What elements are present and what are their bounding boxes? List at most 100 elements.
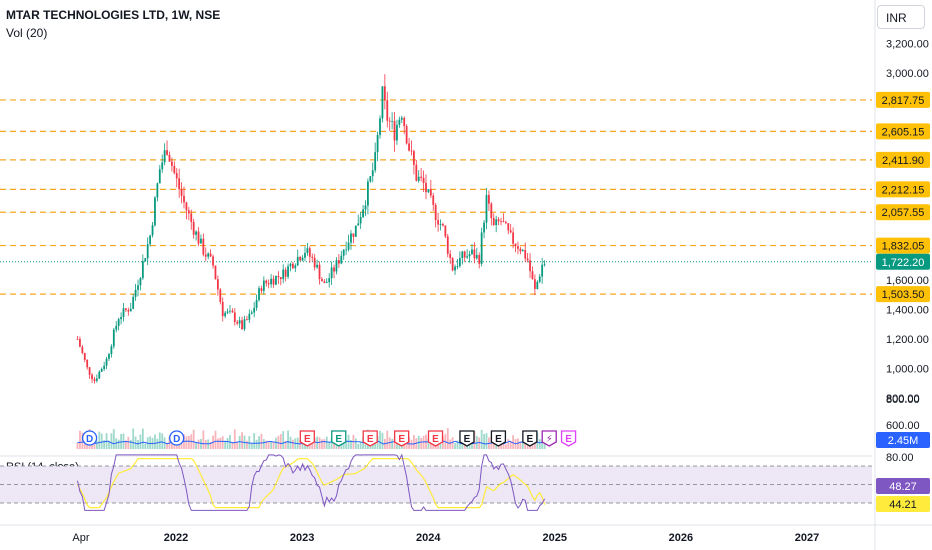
candle-body — [393, 120, 396, 141]
candle-body — [231, 310, 234, 313]
rsi-line — [77, 453, 546, 511]
earnings-marker — [522, 430, 538, 447]
candles — [76, 74, 546, 384]
event-markers[interactable]: D D E E E E E E E E ⚡ E — [81, 430, 577, 447]
volume-bar — [454, 443, 456, 449]
candle-body — [357, 223, 360, 226]
volume-bar — [328, 442, 331, 449]
candle-body — [306, 248, 309, 253]
candle-body — [93, 379, 96, 381]
candle-body — [282, 269, 285, 280]
volume-bar — [480, 429, 483, 449]
candle-body — [272, 278, 275, 285]
candle-body — [410, 150, 413, 152]
currency-button[interactable]: INR — [877, 5, 925, 29]
candle-body — [289, 263, 292, 267]
level-badge — [876, 286, 930, 303]
candle-body — [129, 308, 132, 312]
volume-bar — [342, 439, 345, 449]
candle-body — [495, 219, 498, 226]
level-badge-label: 2,057.55 — [882, 207, 925, 219]
candle-body — [451, 258, 454, 271]
candle-body — [95, 378, 98, 381]
event-marker-letter: E — [304, 434, 311, 445]
volume-bar — [137, 440, 139, 449]
candle-body — [446, 236, 449, 254]
candle-body — [480, 232, 483, 264]
price-tick-label: 1,200.00 — [886, 334, 929, 346]
candle-body — [333, 267, 335, 272]
candle-body — [183, 195, 185, 203]
candle-body — [173, 165, 176, 174]
event-marker-letter: ⚡ — [546, 434, 553, 445]
candle-body — [250, 312, 253, 314]
horizontal-levels[interactable] — [0, 99, 872, 295]
volume-bar — [291, 439, 294, 449]
volume-bar — [141, 428, 144, 449]
volume-bar — [420, 437, 423, 449]
volume-bar — [166, 442, 168, 449]
candle-body — [497, 219, 500, 222]
candle-body — [342, 249, 345, 256]
event-marker-letter: E — [398, 434, 405, 445]
candle-body — [364, 205, 367, 210]
volume-bar — [226, 437, 229, 449]
volume-bar — [449, 439, 452, 449]
volume-bar — [504, 444, 507, 449]
candle-body — [166, 150, 168, 155]
candle-body — [337, 260, 340, 264]
earnings-marker — [331, 430, 347, 447]
candle-body — [296, 256, 299, 266]
volume-bar — [270, 441, 273, 449]
chart-title: MTAR TECHNOLOGIES LTD, 1W, NSE — [6, 8, 221, 22]
volume-bar — [129, 439, 132, 449]
volume-bar — [95, 440, 98, 449]
level-badge — [876, 237, 930, 254]
earnings-marker — [459, 430, 475, 447]
candle-body — [328, 278, 331, 283]
volume-bar — [246, 440, 248, 449]
volume-tick-label: 800.00 — [886, 394, 920, 406]
candle-body — [202, 238, 205, 255]
candle-body — [412, 151, 415, 165]
volume-indicator-label[interactable]: Vol (20) — [6, 26, 48, 40]
volume-bar — [216, 438, 219, 449]
volume-bar — [76, 442, 79, 449]
volume-bar — [321, 439, 323, 449]
candle-body — [330, 267, 333, 279]
candle-body — [229, 310, 231, 312]
candle-body — [466, 256, 469, 258]
candle-body — [214, 265, 217, 280]
price-tick-label: 1,000.00 — [886, 364, 929, 376]
candle-body — [243, 319, 246, 330]
volume-bar — [238, 435, 241, 449]
volume-bar — [357, 443, 360, 449]
level-badge — [876, 151, 930, 168]
candle-body — [190, 213, 193, 222]
level-badge-label: 2,817.75 — [882, 95, 925, 107]
candle-body — [212, 256, 214, 266]
candle-body — [325, 282, 328, 283]
volume-bar — [429, 441, 432, 449]
candle-body — [195, 231, 197, 235]
candle-body — [442, 224, 444, 226]
candle-body — [277, 276, 280, 278]
candle-body — [427, 189, 430, 193]
volume-bar — [192, 429, 195, 449]
candle-body — [388, 120, 391, 122]
last-price-label: 1,722.20 — [882, 257, 925, 269]
candle-body — [76, 338, 79, 340]
candle-body — [468, 254, 471, 257]
volume-bar — [442, 436, 444, 449]
volume-bar — [158, 432, 161, 449]
volume-bar — [393, 437, 396, 449]
candle-body — [420, 176, 423, 178]
volume-bar — [386, 430, 389, 449]
volume-bar — [231, 441, 234, 449]
time-tick-label: 2024 — [416, 532, 441, 544]
volume-bar — [446, 428, 449, 449]
candle-body — [207, 253, 210, 257]
candle-body — [291, 263, 294, 269]
